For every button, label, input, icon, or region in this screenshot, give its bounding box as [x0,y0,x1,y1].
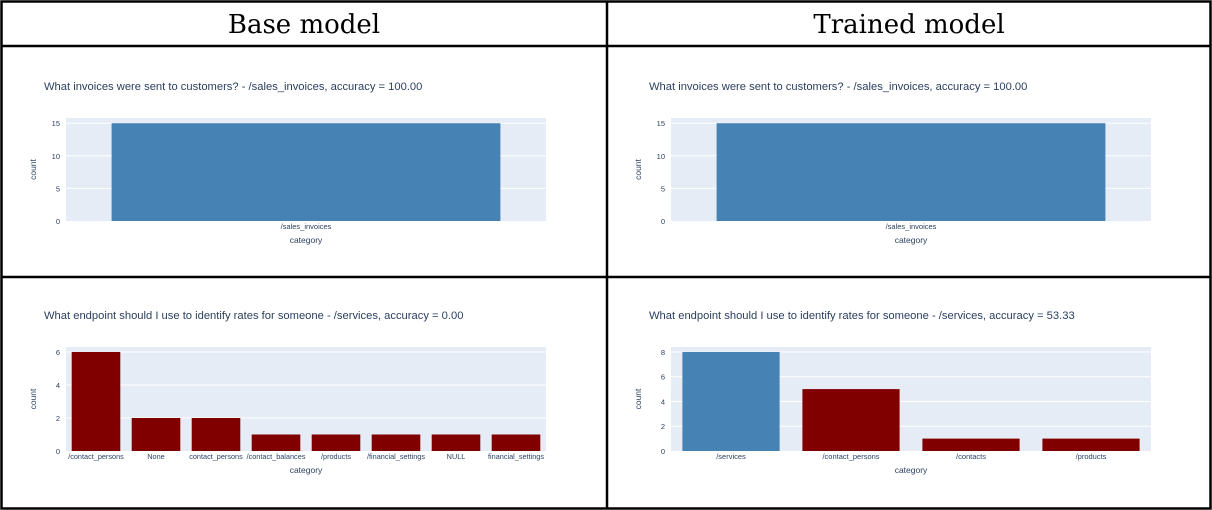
y-tick-label: 2 [661,422,665,431]
bar [431,434,481,451]
bar [371,434,421,451]
y-tick-label: 10 [657,152,665,161]
bar [491,434,541,451]
y-axis-label: count [633,158,643,179]
y-tick-label: 0 [56,447,60,456]
x-tick-label: None [147,452,164,461]
x-tick-label: /services [716,452,746,461]
bar [922,438,1020,451]
bar [251,434,301,451]
x-tick-label: NULL [447,452,466,461]
bar [131,417,181,451]
bar [1042,438,1140,451]
x-tick-label: /products [321,452,351,461]
y-tick-label: 6 [56,348,60,357]
x-tick-label: /products [1076,452,1107,461]
y-tick-label: 5 [661,184,665,193]
chart-title: What invoices were sent to customers? - … [649,81,1027,93]
x-axis-label: category [895,465,928,475]
bar [716,123,1106,221]
y-axis-label: count [633,388,643,409]
bar [71,351,121,451]
chart-trained-q1: What invoices were sent to customers? - … [633,81,1151,245]
x-tick-label: /contact_persons [822,452,879,461]
y-tick-label: 4 [661,397,665,406]
y-axis-label: count [28,158,38,179]
x-tick-label: /sales_invoices [886,222,937,231]
y-tick-label: 0 [661,217,665,226]
header-trained-model: Trained model [813,10,1004,40]
y-tick-label: 0 [661,447,665,456]
y-tick-label: 0 [56,217,60,226]
y-tick-label: 5 [56,184,60,193]
x-axis-label: category [290,235,323,245]
chart-title: What endpoint should I use to identify r… [649,310,1075,322]
x-axis-label: category [290,465,323,475]
header-base-model: Base model [228,10,380,40]
chart-base-q2: What endpoint should I use to identify r… [28,310,546,475]
x-tick-label: /contact_balances [247,452,306,461]
x-axis-label: category [895,235,928,245]
y-tick-label: 15 [52,119,60,128]
y-tick-label: 15 [657,119,665,128]
y-tick-label: 4 [56,381,60,390]
y-tick-label: 10 [52,152,60,161]
y-axis-label: count [28,388,38,409]
x-tick-label: /contacts [956,452,986,461]
bar [111,123,501,221]
bar [191,417,241,451]
chart-trained-q2: What endpoint should I use to identify r… [633,310,1151,475]
x-tick-label: financial_settings [488,452,544,461]
chart-base-q1: What invoices were sent to customers? - … [28,81,546,245]
bar [311,434,361,451]
bar [802,389,900,451]
y-tick-label: 6 [661,373,665,382]
x-tick-label: /financial_settings [367,452,425,461]
chart-title: What endpoint should I use to identify r… [44,310,463,322]
x-tick-label: contact_persons [189,452,243,461]
bar [682,351,780,451]
x-tick-label: /sales_invoices [281,222,332,231]
x-tick-label: /contact_persons [68,452,124,461]
y-tick-label: 8 [661,348,665,357]
chart-title: What invoices were sent to customers? - … [44,81,422,93]
y-tick-label: 2 [56,414,60,423]
